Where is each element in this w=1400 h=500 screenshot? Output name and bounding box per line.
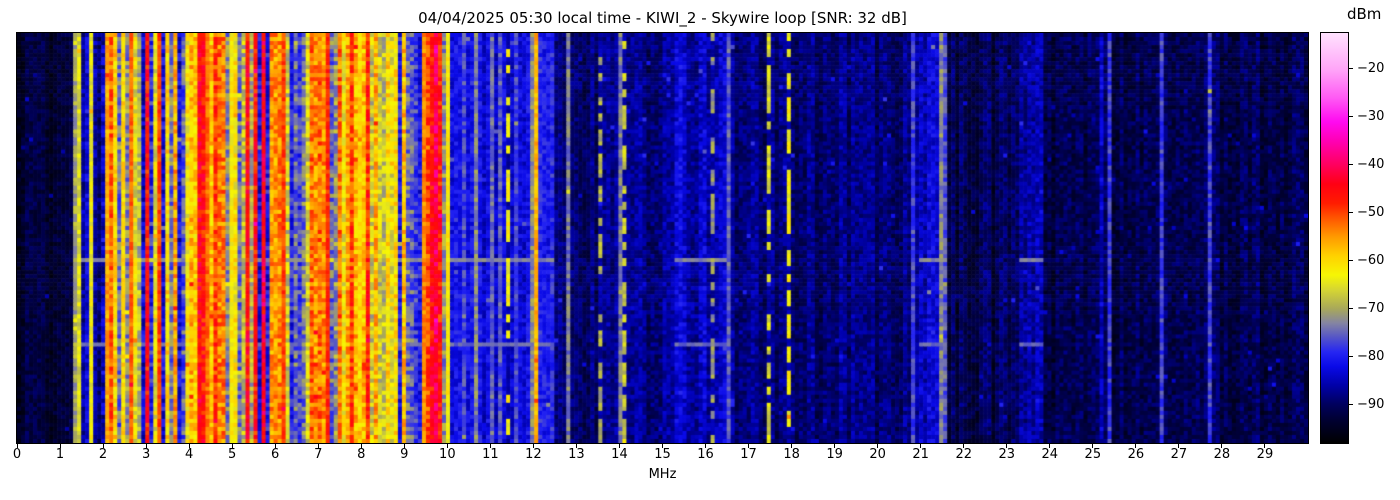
colorbar-tick-label: −50 (1357, 204, 1385, 220)
x-tick-mark (834, 444, 836, 448)
waterfall-spectrogram-image (17, 33, 1308, 443)
x-tick-mark (16, 444, 18, 448)
colorbar (1320, 32, 1349, 444)
colorbar-tick-mark (1349, 164, 1353, 166)
x-tick-label: 9 (400, 447, 409, 462)
x-tick-label: 6 (271, 447, 280, 462)
colorbar-tick-label: −80 (1357, 348, 1385, 364)
x-tick-label: 17 (740, 447, 757, 462)
waterfall-plot-area (16, 32, 1309, 444)
x-tick-label: 8 (357, 447, 366, 462)
x-tick-mark (1049, 444, 1051, 448)
x-tick-mark (575, 444, 577, 448)
x-tick-mark (1221, 444, 1223, 448)
x-tick-label: 2 (98, 447, 108, 462)
colorbar-tick-label: −60 (1357, 252, 1385, 268)
x-tick-label: 19 (826, 447, 843, 462)
colorbar-tick-mark (1349, 260, 1353, 262)
x-tick-label: 18 (783, 447, 800, 462)
x-tick-mark (1135, 444, 1137, 448)
x-tick-label: 3 (141, 447, 151, 462)
x-tick-label: 23 (998, 447, 1016, 462)
x-tick-mark (360, 444, 362, 448)
colorbar-tick-label: −70 (1357, 300, 1385, 316)
x-tick-mark (231, 444, 233, 448)
x-tick-label: 0 (12, 447, 22, 462)
x-tick-mark (188, 444, 190, 448)
colorbar-tick-label: −30 (1357, 108, 1385, 124)
x-tick-label: 15 (654, 447, 671, 462)
x-tick-label: 1 (55, 447, 65, 462)
x-tick-mark (877, 444, 879, 448)
x-tick-label: 20 (869, 447, 886, 462)
colorbar-tick-mark (1349, 356, 1353, 358)
x-tick-mark (1006, 444, 1008, 448)
x-tick-mark (489, 444, 491, 448)
x-tick-label: 4 (184, 447, 194, 462)
x-tick-mark (59, 444, 61, 448)
x-tick-mark (618, 444, 620, 448)
colorbar-tick-label: −20 (1357, 60, 1385, 76)
colorbar-tick-mark (1349, 308, 1353, 310)
x-tick-mark (1264, 444, 1266, 448)
x-tick-label: 22 (955, 447, 972, 462)
x-tick-mark (403, 444, 405, 448)
x-tick-mark (532, 444, 534, 448)
x-tick-mark (145, 444, 147, 448)
x-tick-mark (274, 444, 276, 448)
x-tick-label: 21 (912, 447, 929, 462)
x-tick-label: 26 (1127, 447, 1145, 462)
x-tick-label: 16 (697, 447, 714, 462)
x-axis-label: MHz (648, 467, 677, 482)
x-tick-label: 24 (1041, 447, 1059, 462)
x-tick-label: 12 (525, 447, 542, 462)
x-tick-label: 29 (1256, 447, 1274, 462)
x-tick-mark (705, 444, 707, 448)
colorbar-tick-mark (1349, 212, 1353, 214)
colorbar-tick-mark (1349, 116, 1353, 118)
colorbar-tick-mark (1349, 68, 1353, 70)
x-tick-mark (748, 444, 750, 448)
plot-title: 04/04/2025 05:30 local time - KIWI_2 - S… (418, 9, 907, 27)
x-tick-mark (920, 444, 922, 448)
x-tick-label: 10 (439, 447, 456, 462)
x-tick-mark (317, 444, 319, 448)
x-tick-mark (102, 444, 104, 448)
colorbar-unit-label: dBm (1347, 5, 1382, 23)
x-tick-label: 11 (482, 447, 499, 462)
x-tick-mark (446, 444, 448, 448)
colorbar-tick-label: −90 (1357, 396, 1385, 412)
x-tick-label: 13 (568, 447, 585, 462)
x-tick-label: 27 (1170, 447, 1188, 462)
x-tick-label: 7 (314, 447, 323, 462)
x-tick-mark (791, 444, 793, 448)
x-tick-mark (662, 444, 663, 448)
x-tick-mark (1178, 444, 1180, 448)
x-tick-mark (963, 444, 965, 448)
colorbar-tick-label: −40 (1357, 156, 1385, 172)
x-tick-label: 25 (1084, 447, 1102, 462)
x-tick-label: 5 (228, 447, 237, 462)
x-tick-label: 28 (1213, 447, 1231, 462)
x-tick-label: 14 (611, 447, 628, 462)
colorbar-tick-mark (1349, 404, 1353, 406)
x-tick-mark (1092, 444, 1094, 448)
